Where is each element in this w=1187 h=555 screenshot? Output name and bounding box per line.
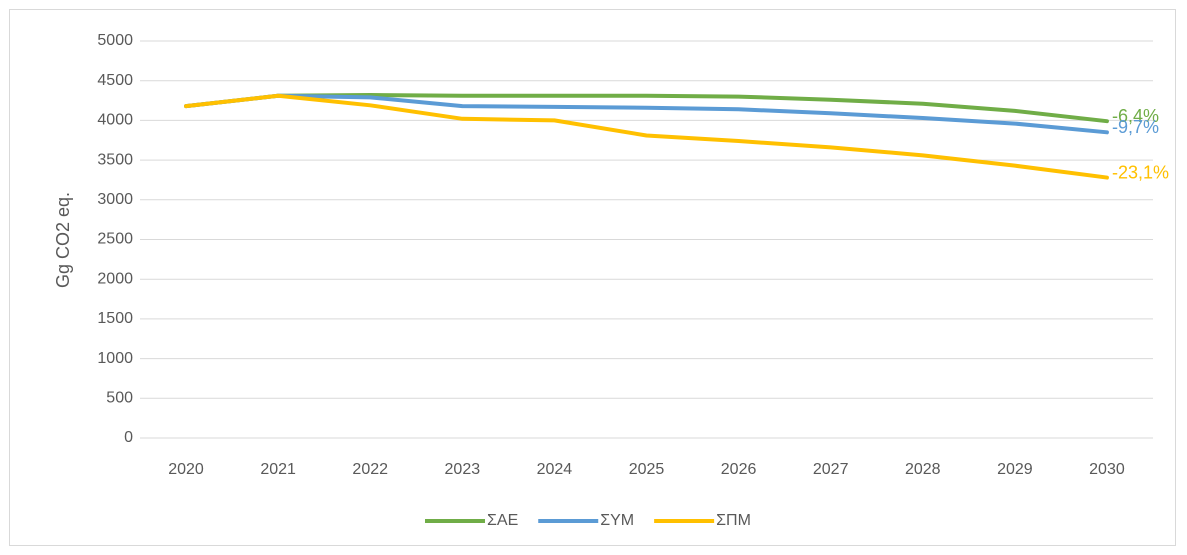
end-label: -9,7% [1112,117,1159,137]
x-tick-label: 2021 [260,461,296,478]
y-tick-label: 5000 [97,32,133,49]
y-tick-label: 3500 [97,151,133,168]
x-tick-label: 2025 [629,461,665,478]
y-tick-label: 0 [124,429,133,446]
y-tick-label: 4500 [97,72,133,89]
legend-label: ΣΑΕ [487,512,518,529]
legend-label: ΣΠΜ [716,512,751,529]
x-tick-label: 2024 [537,461,573,478]
x-tick-label: 2029 [997,461,1033,478]
x-tick-label: 2028 [905,461,941,478]
end-label: -6,4% [1112,106,1159,126]
x-tick-label: 2030 [1089,461,1125,478]
x-tick-label: 2027 [813,461,849,478]
y-tick-label: 2500 [97,231,133,248]
x-tick-label: 2026 [721,461,757,478]
series-line [184,93,1109,135]
x-tick-label: 2022 [352,461,388,478]
y-tick-label: 3000 [97,191,133,208]
y-tick-label: 500 [106,390,133,407]
y-tick-label: 1000 [97,350,133,367]
x-tick-label: 2020 [168,461,204,478]
series-line [184,93,1109,180]
y-tick-label: 1500 [97,310,133,327]
y-tick-label: 2000 [97,270,133,287]
y-tick-label: 4000 [97,112,133,129]
x-tick-label: 2023 [445,461,481,478]
chart-border [9,9,1176,546]
y-axis-label: Gg CO2 eq. [53,192,73,288]
legend-label: ΣΥΜ [600,512,634,529]
end-label: -23,1% [1112,162,1169,182]
